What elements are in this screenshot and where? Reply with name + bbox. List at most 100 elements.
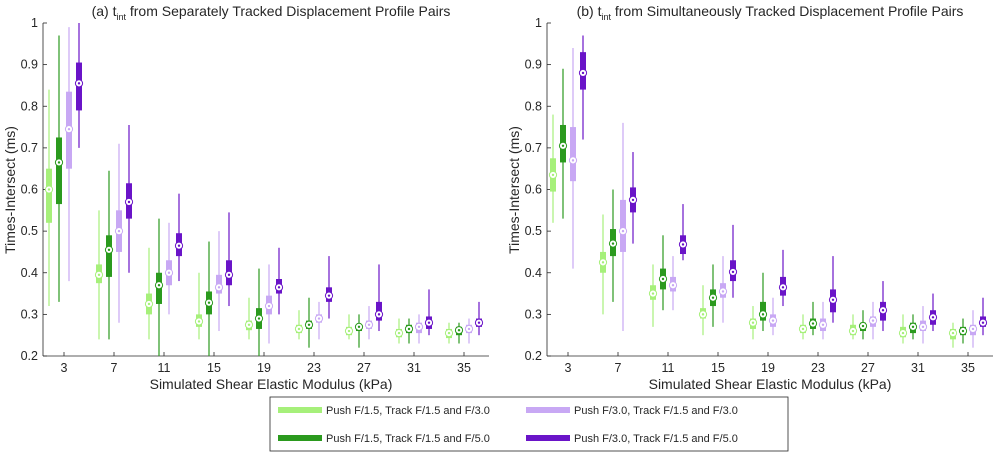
panel-a: (a) tint from Separately Tracked Displac… [2, 3, 489, 392]
panel-b-box-light_purple-27 [868, 301, 878, 340]
median-dot [961, 329, 965, 333]
panel-b-ytick-label: 0.5 [525, 224, 542, 238]
panel-a-box-light_green-15 [194, 272, 204, 340]
median-dot [457, 328, 461, 332]
panel-b-xtick-label: 7 [615, 361, 622, 375]
panel-b-box-dark_green-27 [858, 310, 868, 340]
median-dot [397, 331, 401, 335]
panel-b-box-light_green-3 [548, 114, 558, 223]
panel-b-ytick-label: 0.7 [525, 141, 542, 155]
median-dot [347, 329, 351, 333]
legend-label-push30-track50: Push F/3.0, Track F/1.5 and F/5.0 [574, 433, 738, 445]
panel-a-box-dark_green-3 [54, 35, 64, 302]
panel-a-box-dark_purple-3 [74, 23, 84, 148]
panel-b-box-light_purple-35 [968, 310, 978, 348]
panel-b-box-dark_green-3 [558, 68, 568, 219]
median-dot [881, 309, 885, 312]
median-dot [611, 242, 615, 245]
panel-b-xtick-label: 27 [861, 361, 875, 375]
panel-b-box-dark_green-7 [608, 189, 618, 302]
panel-b-xtick-label: 31 [911, 361, 925, 375]
panel-b-xtick-label: 3 [565, 361, 572, 375]
iqr-box [570, 127, 576, 182]
panel-a-box-light_purple-3 [64, 27, 74, 282]
iqr-box [620, 199, 626, 252]
median-dot [407, 327, 411, 331]
median-dot [127, 200, 131, 204]
panel-b-box-dark_purple-11 [678, 204, 688, 261]
median-dot [681, 243, 685, 246]
median-dot [981, 321, 985, 324]
panel-a-box-dark_green-31 [404, 318, 414, 344]
median-dot [971, 327, 975, 331]
median-dot [751, 321, 755, 324]
panel-a-xtick-label: 3 [61, 361, 68, 375]
median-dot [377, 313, 381, 316]
panel-b-box-light_purple-11 [668, 256, 678, 311]
panel-b-box-dark_green-15 [708, 264, 718, 327]
panel-b-box-dark_purple-19 [778, 249, 788, 307]
panel-b-box-dark_purple-23 [828, 256, 838, 323]
median-dot [801, 327, 805, 331]
panel-a-box-light_green-19 [244, 297, 254, 340]
median-dot [317, 317, 321, 320]
panel-b: (b) tint from Simultaneously Tracked Dis… [506, 3, 993, 392]
panel-a-box-light_purple-23 [314, 301, 324, 340]
panel-b-ylabel: Times-Intersect (ms) [506, 126, 522, 254]
median-dot [57, 161, 61, 164]
panel-b-box-dark_green-11 [658, 235, 668, 311]
iqr-box [46, 168, 52, 223]
panel-a-xtick-label: 19 [257, 361, 271, 375]
panel-a-box-dark_purple-27 [374, 264, 384, 332]
panel-b-box-light_purple-31 [918, 306, 928, 344]
panel-b-box-light_green-15 [698, 285, 708, 336]
panel-b-box-light_green-11 [648, 264, 658, 327]
panel-a-ytick-label: 0.3 [21, 307, 38, 321]
median-dot [307, 323, 311, 326]
panel-a-ytick-label: 0.8 [21, 99, 38, 113]
panel-a-ylabel: Times-Intersect (ms) [2, 126, 18, 254]
panel-a-box-light_purple-31 [414, 314, 424, 344]
median-dot [821, 323, 825, 326]
median-dot [771, 319, 775, 322]
median-dot [561, 144, 565, 147]
panel-b-box-light_purple-15 [718, 256, 728, 323]
panel-a-box-dark_purple-11 [174, 193, 184, 282]
median-dot [901, 331, 905, 335]
panel-a-xlabel: Simulated Shear Elastic Modulus (kPa) [150, 376, 393, 392]
median-dot [871, 319, 875, 322]
median-dot [851, 329, 855, 333]
panel-a-box-light_green-11 [144, 247, 154, 340]
median-dot [157, 284, 161, 287]
panel-a-xtick-label: 11 [158, 361, 171, 375]
median-dot [781, 286, 785, 289]
panel-a-ytick-label: 0.6 [21, 183, 38, 197]
median-dot [477, 321, 481, 324]
panel-a-box-dark_purple-15 [224, 212, 234, 307]
median-dot [47, 188, 51, 191]
median-dot [931, 316, 935, 319]
panel-a-box-light_green-7 [94, 210, 104, 340]
panel-a-box-dark_purple-35 [474, 301, 484, 336]
panel-a-ytick-label: 0.5 [21, 224, 38, 238]
panel-b-box-light_purple-19 [768, 297, 778, 336]
median-dot [631, 198, 635, 202]
panel-b-box-dark_purple-3 [578, 35, 588, 140]
median-dot [67, 127, 71, 131]
median-dot [197, 320, 201, 323]
median-dot [207, 301, 211, 304]
median-dot [661, 277, 665, 281]
panel-a-xtick-label: 15 [207, 361, 221, 375]
median-dot [147, 302, 151, 306]
panel-a-box-dark_purple-31 [424, 289, 434, 336]
panel-a-box-dark_green-15 [204, 241, 214, 356]
legend-label-push30-track30: Push F/3.0, Track F/1.5 and F/3.0 [574, 405, 738, 417]
median-dot [267, 304, 271, 308]
panel-b-box-light_green-35 [948, 322, 958, 348]
panel-b-box-dark_green-23 [808, 301, 818, 336]
panel-a-ytick-label: 0.7 [21, 141, 38, 155]
panel-b-xtick-label: 19 [761, 361, 775, 375]
median-dot [651, 292, 655, 295]
median-dot [417, 325, 421, 329]
panel-b-ytick-label: 1 [535, 16, 542, 30]
